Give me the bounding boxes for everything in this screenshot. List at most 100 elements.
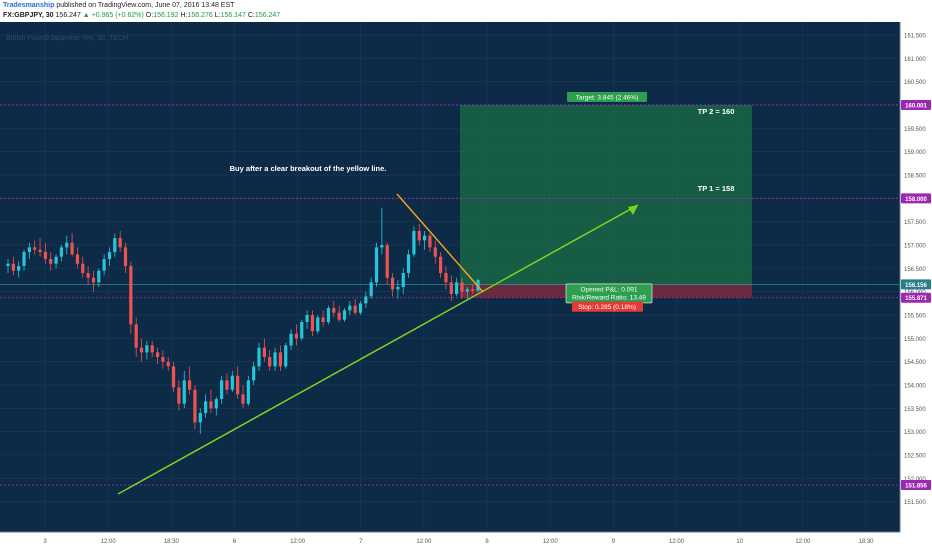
candle-body <box>417 231 421 241</box>
time-tick-label: 12:00 <box>795 539 811 545</box>
candle-body <box>390 277 395 290</box>
candle-body <box>6 263 10 267</box>
publish-line: Tradesmanship published on TradingView.c… <box>3 2 234 9</box>
stop-label-box <box>572 301 643 312</box>
price-tick-label: 157.500 <box>904 220 926 226</box>
candle-body <box>155 352 160 358</box>
target-label-box <box>567 92 647 103</box>
price-tick-label: 160.500 <box>904 80 926 86</box>
support-trendline <box>117 204 639 495</box>
level-price-text: 160.001 <box>905 104 927 110</box>
low-value: 156.147 <box>220 12 246 19</box>
level-price-text: 158.000 <box>905 197 927 203</box>
candle-body <box>252 366 256 381</box>
candle-body <box>433 247 437 257</box>
candle-body <box>358 303 363 313</box>
price-tick-label: 151.500 <box>904 500 926 506</box>
candle-body <box>460 282 464 292</box>
resistance-line <box>396 193 484 293</box>
candle-body <box>198 413 202 423</box>
candle-body <box>471 289 475 291</box>
risk-reward-text: Risk/Reward Ratio: 13.49 <box>572 294 646 301</box>
annotation-tp2: TP 2 = 160 <box>698 107 735 116</box>
candle-body <box>187 380 192 390</box>
time-tick-label: 7 <box>359 539 363 545</box>
candle-body <box>22 252 26 267</box>
candle-body <box>145 345 149 353</box>
price-tick-label: 158.500 <box>904 174 926 180</box>
price-tick-label: 161.500 <box>904 34 926 40</box>
candle-body <box>364 296 368 304</box>
candle-body <box>268 357 272 367</box>
price-tick-label: 157.000 <box>904 244 926 250</box>
candle-body <box>102 259 106 271</box>
candle-body <box>332 308 336 313</box>
candle-body <box>273 352 277 367</box>
open-value: 156.192 <box>153 12 179 19</box>
candle-body <box>49 259 53 264</box>
candle-body <box>113 238 117 253</box>
price-tick-label: 159.500 <box>904 127 926 133</box>
time-tick-label: 8 <box>485 539 489 545</box>
candle-body <box>75 254 80 264</box>
high-label: H: <box>180 12 188 19</box>
candle-body <box>455 282 459 295</box>
last-price: 156.247 <box>55 12 81 19</box>
candle-body <box>86 273 90 278</box>
candle-body <box>428 235 432 248</box>
candle-body <box>27 247 31 253</box>
plot-background <box>0 22 900 532</box>
candle-body <box>385 245 389 278</box>
candle-body <box>412 231 416 255</box>
candle-body <box>97 270 101 283</box>
price-chart[interactable]: 161.500161.000160.500160.000159.500159.0… <box>0 22 932 550</box>
candle-body <box>284 345 288 367</box>
candle-body <box>380 245 384 248</box>
level-price-text: 151.856 <box>905 484 927 490</box>
candle-body <box>209 401 213 409</box>
candle-body <box>337 312 341 320</box>
candle-body <box>348 305 352 311</box>
candle-body <box>439 256 443 274</box>
candle-body <box>123 247 128 267</box>
candle-body <box>310 315 315 332</box>
close-label: C: <box>247 12 255 19</box>
price-tick-label: 159.000 <box>904 150 926 156</box>
candle-body <box>257 347 261 367</box>
trendline-arrow-icon <box>628 205 638 215</box>
close-value: 156.247 <box>254 12 281 19</box>
change-value: +0.965 (+0.62%) <box>91 12 144 19</box>
candle-body <box>449 282 453 295</box>
level-price-badge <box>901 480 931 491</box>
candle-body <box>289 333 293 346</box>
price-tick-label: 155.000 <box>904 337 926 343</box>
publisher-link[interactable]: Tradesmanship <box>3 2 55 9</box>
candle-body <box>326 308 331 323</box>
time-tick-label: 9 <box>612 539 616 545</box>
candle-body <box>225 380 229 390</box>
time-tick-label: 12:00 <box>543 539 559 545</box>
time-tick-label: 10 <box>736 539 743 545</box>
time-tick-label: 12:00 <box>101 539 117 545</box>
price-tick-label: 154.000 <box>904 384 926 390</box>
price-badges: 160.001 158.000 155.871 151.856 156.156 Targe… <box>565 92 931 491</box>
stop-label-text: Stop: 0.285 (0.18%) <box>578 304 636 311</box>
time-axis-background[interactable] <box>0 532 900 550</box>
candle-body <box>150 345 154 353</box>
candle-body <box>374 247 379 283</box>
candle-body <box>193 389 197 423</box>
candle-body <box>353 305 357 313</box>
candle-body <box>369 282 373 297</box>
candle-body <box>241 394 245 404</box>
candle-body <box>465 289 469 292</box>
chart-header: Tradesmanship published on TradingView.c… <box>0 0 932 22</box>
candle-body <box>134 324 138 348</box>
time-tick-label: 18:30 <box>858 539 874 545</box>
candle-body <box>54 256 58 264</box>
time-tick-label: 12:00 <box>416 539 432 545</box>
price-tick-label: 156.500 <box>904 267 926 273</box>
level-price-text: 155.871 <box>905 296 927 302</box>
candle-body <box>38 249 42 253</box>
candle-body <box>11 263 15 271</box>
candle-body <box>182 380 186 404</box>
